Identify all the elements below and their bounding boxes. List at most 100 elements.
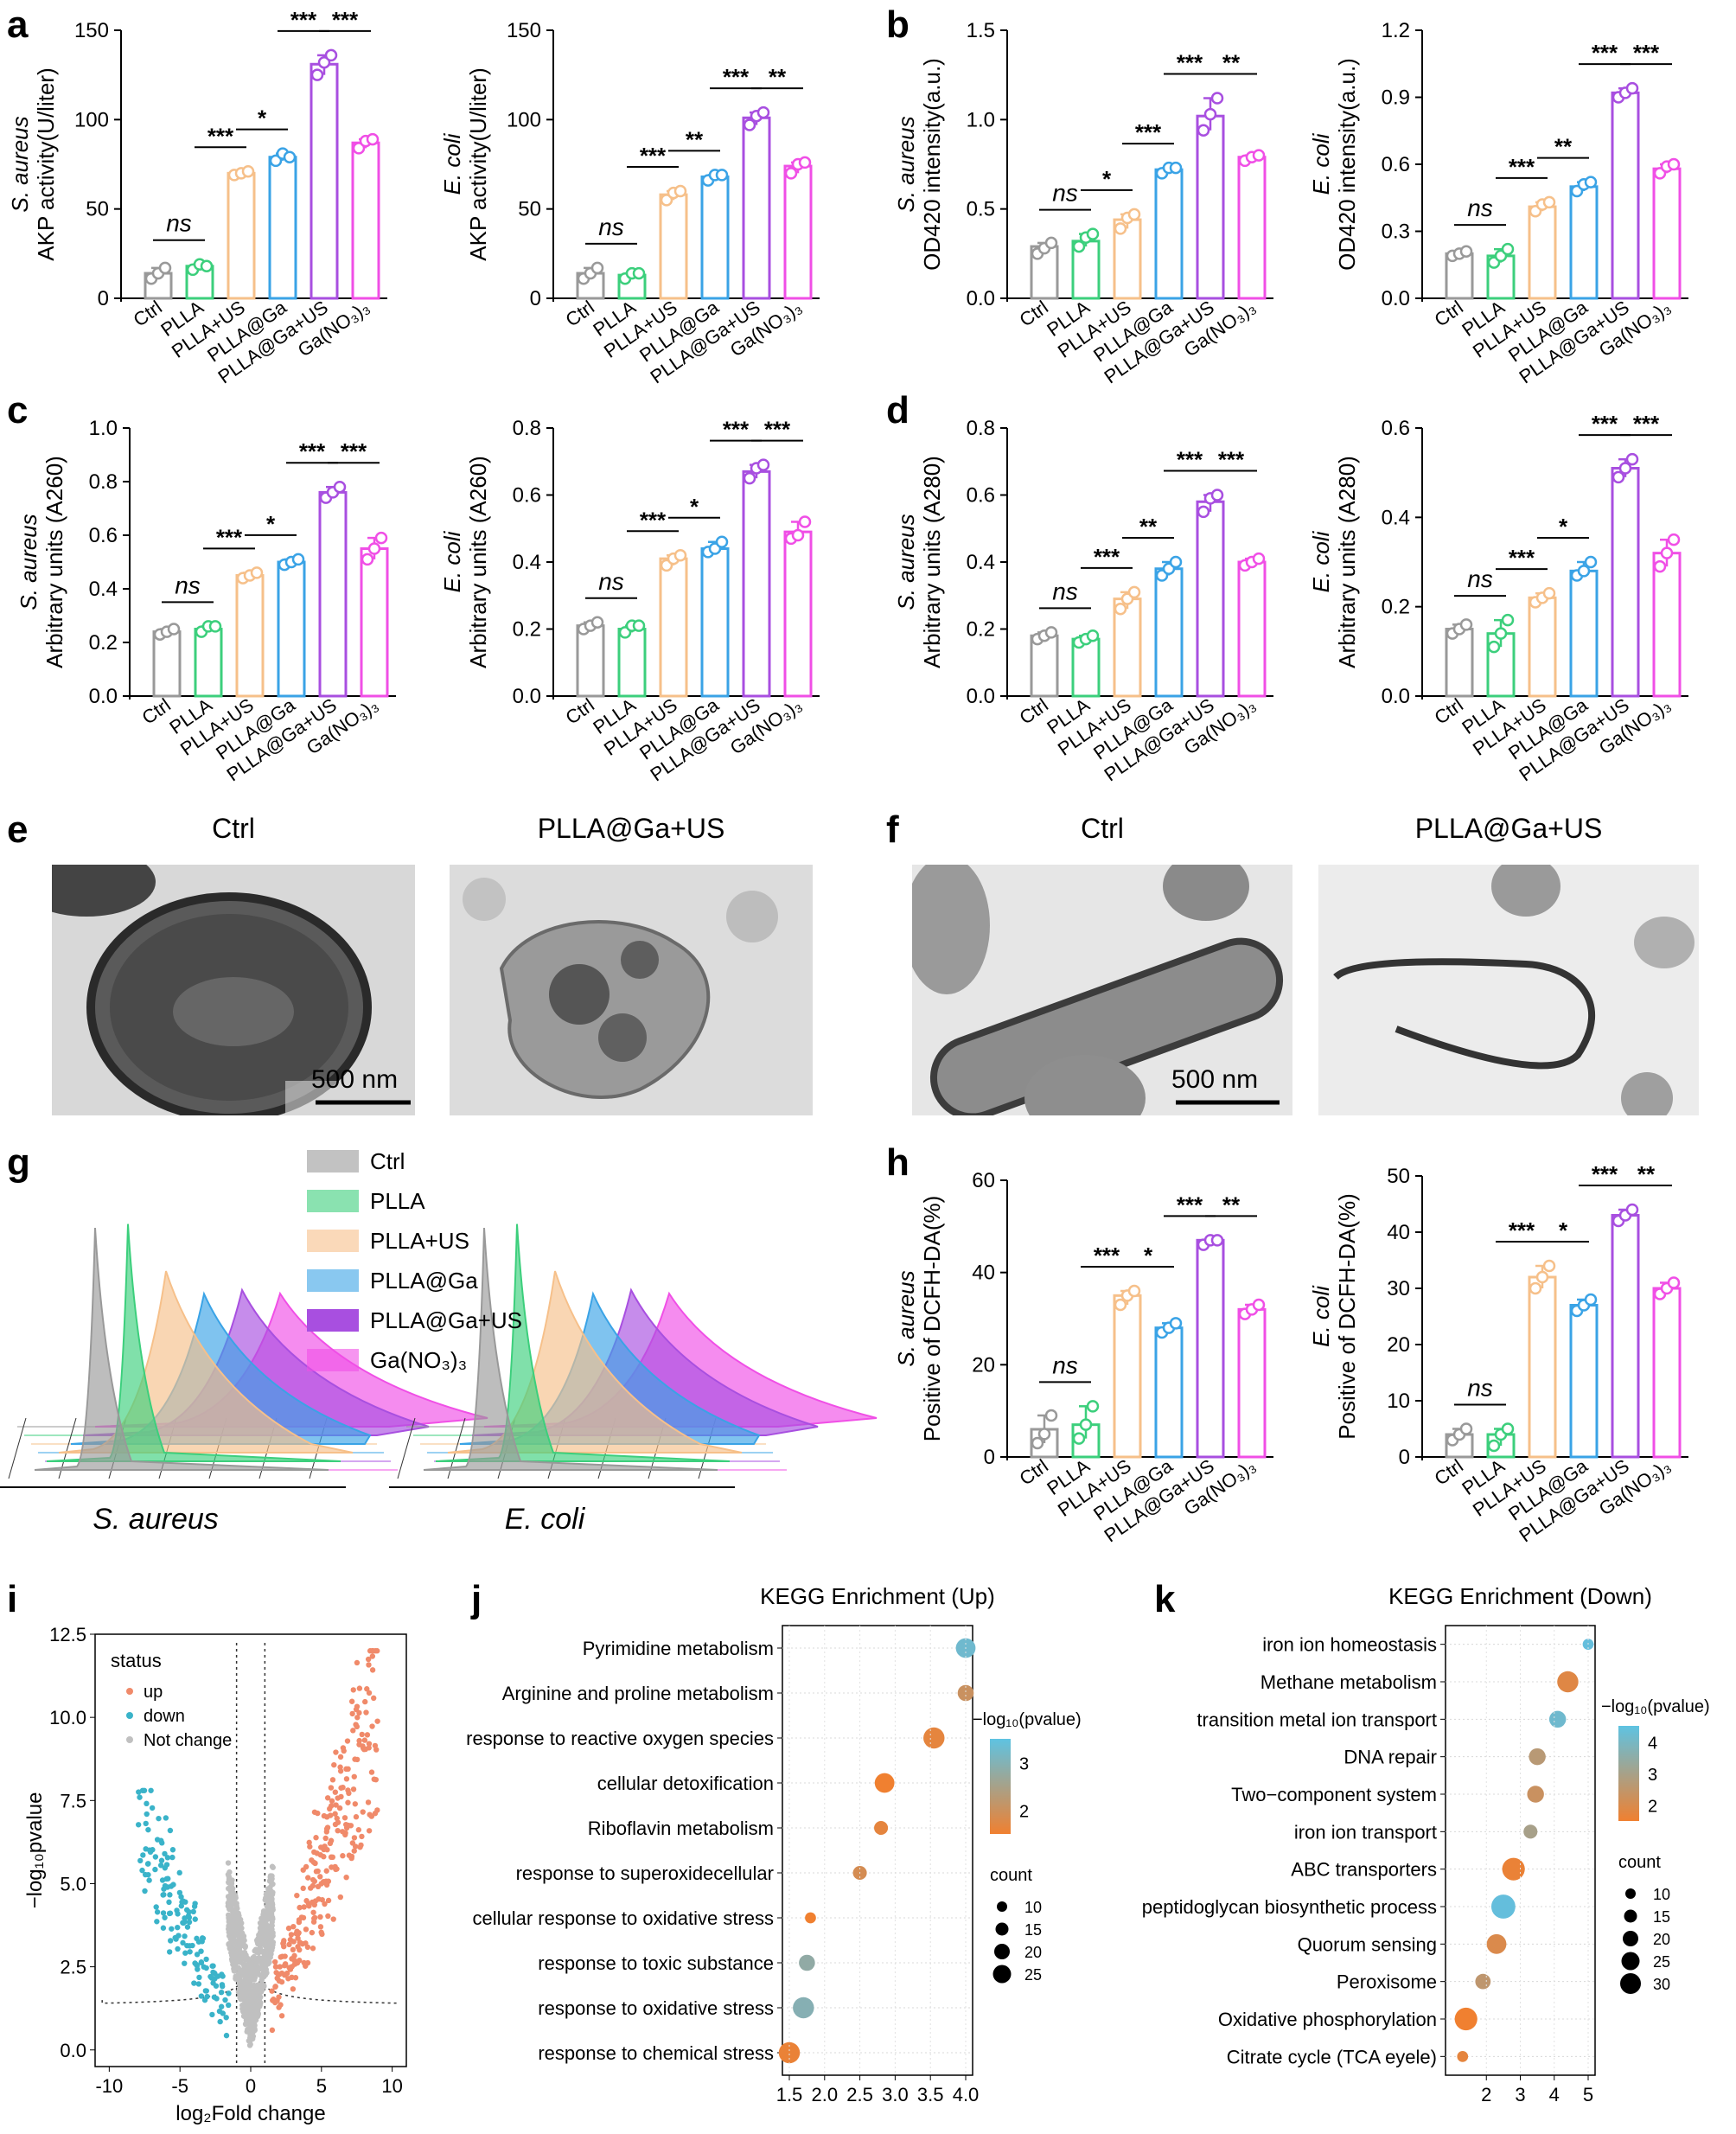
volcano-point-notchange bbox=[239, 1942, 246, 1949]
volcano-point-down bbox=[137, 1794, 143, 1800]
volcano-legend-dot-0 bbox=[126, 1688, 133, 1695]
sig-label-d1-1: *** bbox=[1094, 544, 1120, 570]
y-tick-label-a2: 0 bbox=[530, 287, 541, 310]
volcano-point-up bbox=[289, 1974, 295, 1981]
volcano-point-up bbox=[290, 1946, 297, 1953]
volcano-point-notchange bbox=[232, 1922, 238, 1928]
volcano-point-down bbox=[182, 1950, 188, 1956]
data-point-c2-0 bbox=[590, 616, 604, 629]
sig-label-b2-3: *** bbox=[1592, 40, 1618, 66]
bar-b1-3 bbox=[1154, 168, 1184, 300]
bar-b2-2 bbox=[1528, 205, 1557, 300]
volcano-legend-dot-1 bbox=[126, 1712, 133, 1719]
data-point-c1-4 bbox=[333, 480, 347, 494]
kegg-frame-j bbox=[782, 1625, 973, 2076]
volcano-point-up bbox=[269, 1988, 275, 1994]
y-label-species-b1: S. aureus bbox=[893, 116, 919, 212]
data-point-h1-0 bbox=[1031, 1436, 1044, 1450]
data-point-a1-5 bbox=[352, 142, 366, 155]
kegg-size-label-k-0: 10 bbox=[1653, 1886, 1670, 1903]
volcano-x-tick-label: -5 bbox=[171, 2075, 188, 2097]
volcano-point-down bbox=[189, 1942, 195, 1949]
kegg-size-dot-k-0 bbox=[1625, 1888, 1636, 1899]
hist-legend-label-2: PLLA+US bbox=[370, 1228, 469, 1254]
volcano-point-up bbox=[331, 1761, 337, 1768]
sig-label-a1-0: ns bbox=[166, 210, 192, 237]
volcano-point-up bbox=[366, 1741, 373, 1747]
volcano-point-notchange bbox=[269, 1919, 275, 1926]
volcano-point-notchange bbox=[232, 1962, 239, 1968]
volcano-point-up bbox=[307, 1843, 313, 1850]
bar-h1-2 bbox=[1113, 1294, 1142, 1459]
sig-label-c2-0: ns bbox=[598, 568, 624, 595]
volcano-point-notchange bbox=[239, 1967, 246, 1973]
volcano-point-notchange bbox=[266, 1901, 272, 1908]
bar-c2-4 bbox=[742, 470, 771, 698]
y-tick-label-a2: 150 bbox=[507, 19, 541, 42]
kegg-size-label-j-1: 15 bbox=[1024, 1921, 1042, 1939]
volcano-point-up bbox=[271, 1997, 277, 2003]
y-tick-label-h2: 50 bbox=[1387, 1165, 1410, 1188]
volcano-point-down bbox=[137, 1857, 144, 1864]
em-scale-bar-e: 500 nm bbox=[311, 1065, 399, 1094]
data-point-d2-3 bbox=[1584, 555, 1598, 569]
volcano-y-tick-label: 10.0 bbox=[49, 1707, 86, 1728]
y-label-metric-c2: Arbitrary units (A260) bbox=[465, 456, 491, 668]
volcano-point-up bbox=[281, 1971, 288, 1977]
data-point-b1-0 bbox=[1044, 236, 1058, 250]
volcano-point-up bbox=[359, 1731, 365, 1738]
volcano-point-down bbox=[187, 1949, 193, 1955]
data-point-h2-0 bbox=[1459, 1422, 1473, 1435]
bar-b1-4 bbox=[1196, 114, 1225, 300]
volcano-point-notchange bbox=[225, 1860, 232, 1866]
volcano-point-up bbox=[277, 1964, 283, 1970]
sig-label-d2-3: *** bbox=[1592, 411, 1618, 437]
volcano-point-notchange bbox=[227, 1936, 234, 1942]
volcano-point-notchange bbox=[232, 1899, 238, 1906]
panel-label-e: e bbox=[7, 808, 29, 851]
kegg-dot-k-6 bbox=[1502, 1857, 1525, 1881]
volcano-point-down bbox=[176, 1889, 183, 1896]
data-point-c2-5 bbox=[791, 528, 805, 542]
volcano-point-up bbox=[351, 1848, 357, 1854]
volcano-point-down bbox=[226, 2002, 232, 2009]
volcano-point-down bbox=[184, 1942, 190, 1949]
volcano-point-up bbox=[273, 1970, 279, 1976]
volcano-point-up bbox=[369, 1723, 375, 1729]
volcano-point-up bbox=[370, 1648, 376, 1654]
y-tick-label-h1: 40 bbox=[972, 1262, 995, 1285]
y-label-metric-c1: Arbitrary units (A260) bbox=[41, 456, 67, 668]
volcano-point-down bbox=[147, 1849, 154, 1856]
bar-c1-4 bbox=[318, 490, 348, 698]
em-caption-e-ctrl: Ctrl bbox=[212, 813, 255, 844]
data-point-d1-4 bbox=[1210, 489, 1224, 502]
volcano-point-notchange bbox=[270, 1930, 276, 1936]
data-point-c2-4 bbox=[756, 458, 770, 471]
y-tick-label-a2: 50 bbox=[518, 198, 541, 221]
y-tick-label-a1: 150 bbox=[74, 19, 109, 42]
volcano-point-notchange bbox=[227, 1906, 233, 1913]
volcano-point-up bbox=[285, 1925, 292, 1932]
volcano-point-down bbox=[158, 1857, 165, 1863]
kegg-color-tick-k: 3 bbox=[1648, 1766, 1657, 1785]
em-image-e-treated bbox=[450, 865, 813, 1115]
y-label-c2: E. coli Arbitrary units (A260) bbox=[439, 456, 491, 668]
volcano-point-up bbox=[352, 1801, 359, 1807]
sig-label-c2-3: *** bbox=[723, 417, 750, 443]
bar-c2-2 bbox=[659, 557, 688, 698]
y-tick-label-d1: 0.2 bbox=[967, 618, 995, 642]
hist-legend-swatch-0 bbox=[307, 1150, 359, 1172]
kegg-category-k-5: iron ion transport bbox=[1294, 1821, 1437, 1843]
volcano-point-up bbox=[328, 1854, 335, 1860]
sig-label-b2-1: *** bbox=[1509, 154, 1535, 180]
data-point-b1-1 bbox=[1086, 227, 1100, 240]
volcano-point-down bbox=[218, 2003, 225, 2009]
sig-label-h1-2: * bbox=[1144, 1243, 1153, 1268]
volcano-point-down bbox=[180, 1898, 187, 1904]
y-tick-label-b1: 0.5 bbox=[967, 198, 995, 221]
data-point-h2-1 bbox=[1501, 1422, 1515, 1435]
data-point-h2-4 bbox=[1625, 1203, 1639, 1217]
volcano-point-up bbox=[350, 1687, 356, 1693]
kegg-color-tick-k: 4 bbox=[1648, 1734, 1657, 1753]
kegg-category-k-9: Peroxisome bbox=[1337, 1971, 1437, 1993]
